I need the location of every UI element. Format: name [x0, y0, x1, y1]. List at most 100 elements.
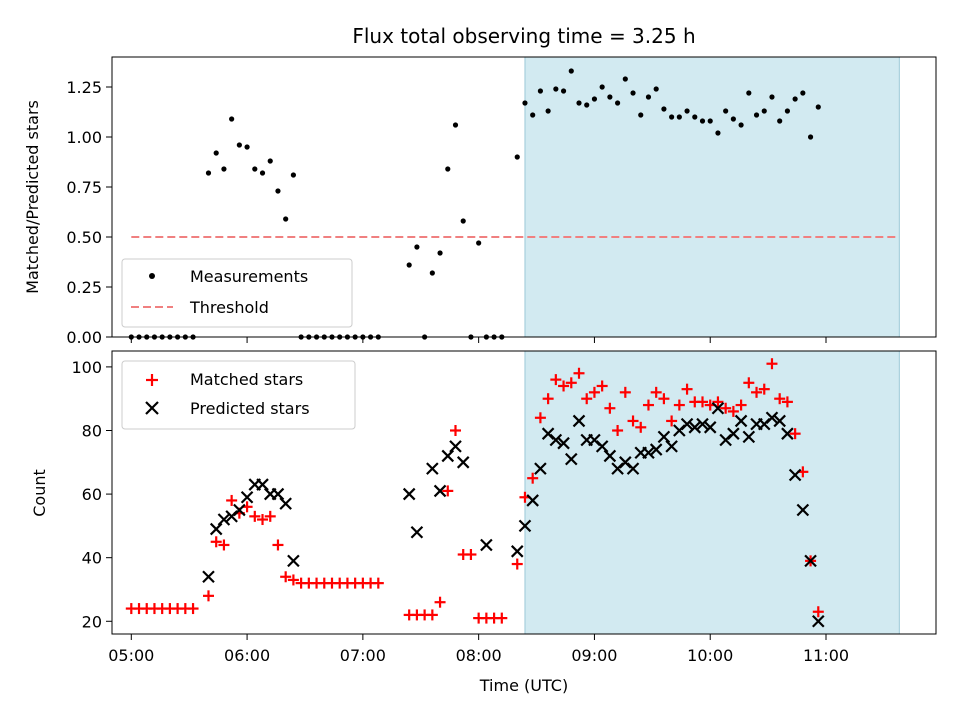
- matched-point: [720, 402, 732, 414]
- measurement-point: [267, 158, 273, 164]
- bottom-plot-frame: [111, 350, 937, 635]
- legend-measurements-marker: [149, 273, 155, 279]
- measurement-point: [221, 166, 227, 172]
- matched-point: [218, 539, 230, 551]
- x-axis-label: Time (UTC): [479, 676, 568, 695]
- measurement-point: [244, 144, 250, 150]
- matched-point: [465, 549, 477, 561]
- top-panel: 0.00 0.25 0.50 0.75 1.00 1.25 Matched/Predict…: [23, 56, 937, 347]
- matched-point: [272, 539, 284, 551]
- predicted-point: [557, 436, 570, 450]
- matched-point: [604, 402, 616, 414]
- top-y-tick-label: 0.50: [66, 228, 102, 247]
- predicted-points: [202, 401, 825, 628]
- measurement-point: [476, 240, 482, 246]
- predicted-point: [727, 427, 740, 440]
- measurement-point: [815, 104, 821, 110]
- matched-point: [743, 377, 755, 389]
- measurement-point: [661, 106, 667, 112]
- matched-points: [125, 358, 824, 624]
- measurement-point: [684, 108, 690, 114]
- predicted-point: [449, 440, 462, 453]
- matched-point: [789, 428, 801, 440]
- matched-point: [434, 596, 446, 608]
- bottom-y-tick-label: 40: [82, 549, 102, 568]
- measurement-point: [406, 262, 412, 268]
- top-y-axis-label: Matched/Predicted stars: [23, 100, 42, 294]
- measurement-point: [576, 100, 582, 106]
- legend-threshold-label: Threshold: [189, 298, 269, 317]
- measurement-point: [676, 114, 682, 120]
- measurement-point: [746, 90, 752, 96]
- measurement-point: [622, 76, 628, 82]
- measurement-point: [669, 114, 675, 120]
- measurement-point: [275, 188, 281, 194]
- predicted-point: [410, 525, 424, 539]
- measurement-point: [553, 86, 559, 92]
- measurement-point: [723, 108, 729, 114]
- chart-title: Flux total observing time = 3.25 h: [352, 24, 695, 48]
- matched-point: [781, 396, 793, 408]
- matched-point: [449, 424, 461, 436]
- predicted-point: [534, 462, 547, 475]
- predicted-point: [788, 468, 802, 482]
- measurement-point: [607, 94, 613, 100]
- predicted-point: [271, 487, 285, 501]
- measurement-point: [777, 118, 783, 124]
- measurement-point: [807, 134, 814, 140]
- matched-point: [588, 386, 600, 398]
- measurement-point: [545, 108, 551, 114]
- predicted-point: [812, 615, 825, 628]
- predicted-point: [742, 430, 756, 444]
- top-y-tick-label: 1.25: [66, 78, 102, 97]
- measurement-point: [792, 96, 798, 102]
- top-y-tick-label: 0.75: [66, 178, 102, 197]
- measurement-point: [213, 150, 219, 156]
- measurement-point: [445, 166, 451, 172]
- matched-point: [565, 377, 577, 389]
- bottom-x-axis: 05:00 06:00 07:00 08:00 09:00 10:00 11:00: [108, 634, 849, 665]
- matched-point: [697, 396, 709, 408]
- matched-point: [442, 485, 454, 497]
- top-plot-frame: [111, 56, 937, 338]
- bottom-legend: Matched stars Predicted stars: [121, 360, 356, 430]
- matched-point: [202, 590, 214, 602]
- matched-point: [210, 536, 222, 548]
- measurement-point: [738, 122, 744, 128]
- top-y-tick-label: 0.25: [66, 278, 102, 297]
- predicted-point: [595, 440, 609, 453]
- bottom-legend-box: [121, 360, 356, 430]
- matched-point: [666, 415, 678, 427]
- predicted-point: [209, 522, 223, 536]
- matched-point: [774, 393, 786, 405]
- x-tick-label: 06:00: [224, 646, 270, 665]
- measurement-point: [537, 88, 544, 94]
- matched-point: [558, 380, 570, 392]
- predicted-point: [565, 452, 578, 466]
- bottom-panel: 20 40 60 80 100 05:00 06:00 07:00 08:00 09:00 10:…: [30, 350, 937, 695]
- measurement-point: [514, 154, 520, 160]
- matched-point: [627, 415, 639, 427]
- predicted-point: [796, 503, 810, 517]
- predicted-point: [441, 449, 455, 463]
- measurement-point: [229, 116, 235, 122]
- matched-point: [812, 606, 824, 618]
- bottom-y-axis: 20 40 60 80 100: [71, 358, 112, 631]
- matched-point: [758, 383, 770, 395]
- predicted-point: [734, 414, 748, 428]
- matched-point: [280, 571, 292, 583]
- predicted-point: [657, 430, 671, 444]
- predicted-point: [287, 554, 300, 568]
- matched-point: [596, 380, 608, 392]
- predicted-point: [480, 538, 493, 552]
- predicted-point: [765, 411, 779, 425]
- x-tick-label: 07:00: [340, 646, 386, 665]
- predicted-point: [688, 421, 702, 434]
- bottom-y-tick-label: 20: [82, 612, 102, 631]
- matched-point: [542, 393, 554, 405]
- measurement-point: [614, 100, 621, 106]
- predicted-point: [665, 440, 678, 453]
- top-y-tick-label: 1.00: [66, 128, 102, 147]
- predicted-point: [711, 401, 725, 415]
